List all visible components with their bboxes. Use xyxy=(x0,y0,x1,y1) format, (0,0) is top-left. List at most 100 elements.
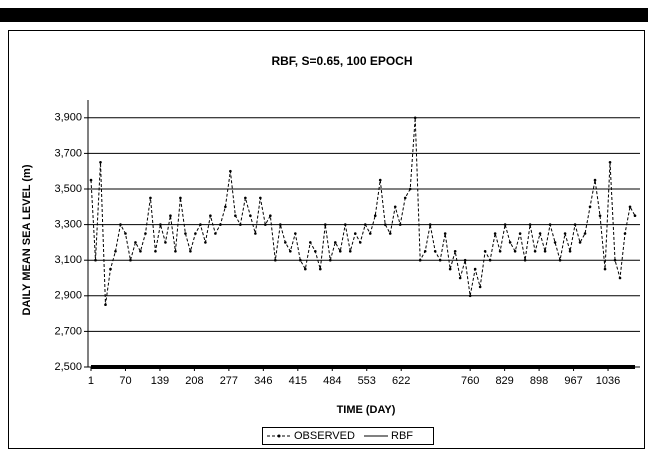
data-point xyxy=(214,232,217,235)
data-point xyxy=(169,214,172,217)
data-point xyxy=(533,250,537,253)
data-point xyxy=(338,250,342,253)
data-point xyxy=(428,223,432,226)
data-point xyxy=(383,223,387,226)
x-tick-label: 829 xyxy=(495,375,513,387)
x-tick-label: 967 xyxy=(564,375,582,387)
data-point xyxy=(393,205,397,209)
y-tick-label: 2,700 xyxy=(54,325,82,337)
data-point xyxy=(573,223,577,226)
x-tick-label: 346 xyxy=(254,375,272,387)
data-point xyxy=(593,178,597,182)
data-point xyxy=(114,250,117,253)
data-point xyxy=(418,258,422,262)
x-tick-label: 898 xyxy=(530,375,548,387)
data-point xyxy=(563,232,567,235)
data-point xyxy=(598,214,602,217)
data-point xyxy=(583,232,587,235)
data-point xyxy=(403,196,407,200)
data-point xyxy=(109,267,112,271)
data-point xyxy=(433,250,437,253)
x-tick-label: 1 xyxy=(88,375,94,387)
data-point xyxy=(264,223,267,226)
data-point xyxy=(229,169,232,173)
data-point xyxy=(438,258,442,262)
data-point xyxy=(543,250,547,253)
data-point xyxy=(603,267,607,271)
chart-title: RBF, S=0.65, 100 EPOCH xyxy=(271,54,412,68)
data-point xyxy=(129,258,132,262)
data-point xyxy=(358,241,362,244)
x-tick-label: 277 xyxy=(220,375,238,387)
data-point xyxy=(408,187,412,191)
data-point xyxy=(493,232,497,235)
data-point xyxy=(284,241,287,244)
data-point xyxy=(194,232,197,235)
data-point xyxy=(94,258,97,262)
data-point xyxy=(608,161,612,164)
legend-label: OBSERVED xyxy=(294,430,355,442)
data-point xyxy=(473,267,477,271)
data-point xyxy=(363,223,367,226)
data-point xyxy=(333,241,337,244)
data-point xyxy=(378,178,382,182)
x-tick-label: 70 xyxy=(119,375,131,387)
data-point xyxy=(508,241,512,244)
data-point xyxy=(234,214,237,217)
data-point xyxy=(558,258,562,262)
data-point xyxy=(99,161,102,164)
data-point xyxy=(423,250,427,253)
data-point xyxy=(308,241,312,244)
data-point xyxy=(174,250,177,253)
data-point xyxy=(89,178,93,182)
data-point xyxy=(144,232,147,235)
y-tick-label: 3,700 xyxy=(54,147,82,159)
legend-label: RBF xyxy=(391,430,413,442)
data-point xyxy=(518,232,522,235)
data-point xyxy=(348,250,352,253)
data-point xyxy=(259,196,262,200)
x-tick-label: 484 xyxy=(323,375,341,387)
data-point xyxy=(219,223,222,226)
data-point xyxy=(313,250,317,253)
y-tick-label: 3,300 xyxy=(54,219,82,231)
y-axis-title: DAILY MEAN SEA LEVEL (m) xyxy=(21,164,33,315)
data-point xyxy=(453,250,457,253)
data-point xyxy=(318,267,322,271)
data-point xyxy=(239,223,242,226)
data-point xyxy=(413,116,417,120)
x-tick-label: 760 xyxy=(461,375,479,387)
data-point xyxy=(274,258,277,262)
data-point xyxy=(618,276,622,280)
y-tick-label: 3,500 xyxy=(54,183,82,195)
data-point xyxy=(538,232,542,235)
legend-box xyxy=(262,427,434,445)
data-point xyxy=(249,214,252,217)
data-point xyxy=(139,250,142,253)
data-point xyxy=(184,232,187,235)
data-point xyxy=(353,232,357,235)
x-tick-label: 553 xyxy=(358,375,376,387)
data-point xyxy=(578,241,582,244)
data-point xyxy=(623,232,627,235)
x-tick-label: 139 xyxy=(151,375,169,387)
x-tick-label: 1036 xyxy=(596,375,620,387)
data-point xyxy=(164,241,167,244)
data-point xyxy=(159,223,162,226)
data-point xyxy=(553,241,557,244)
y-tick-label: 3,900 xyxy=(54,112,82,124)
data-point xyxy=(209,214,212,217)
data-point xyxy=(323,223,327,226)
chart-frame xyxy=(8,30,645,449)
data-point xyxy=(289,250,292,253)
data-point xyxy=(503,223,507,226)
data-point xyxy=(279,223,282,226)
data-point xyxy=(119,223,122,226)
data-point xyxy=(224,205,227,209)
data-point xyxy=(244,196,247,200)
data-point xyxy=(588,205,592,209)
data-point xyxy=(468,294,472,298)
y-tick-label: 2,500 xyxy=(54,361,82,373)
